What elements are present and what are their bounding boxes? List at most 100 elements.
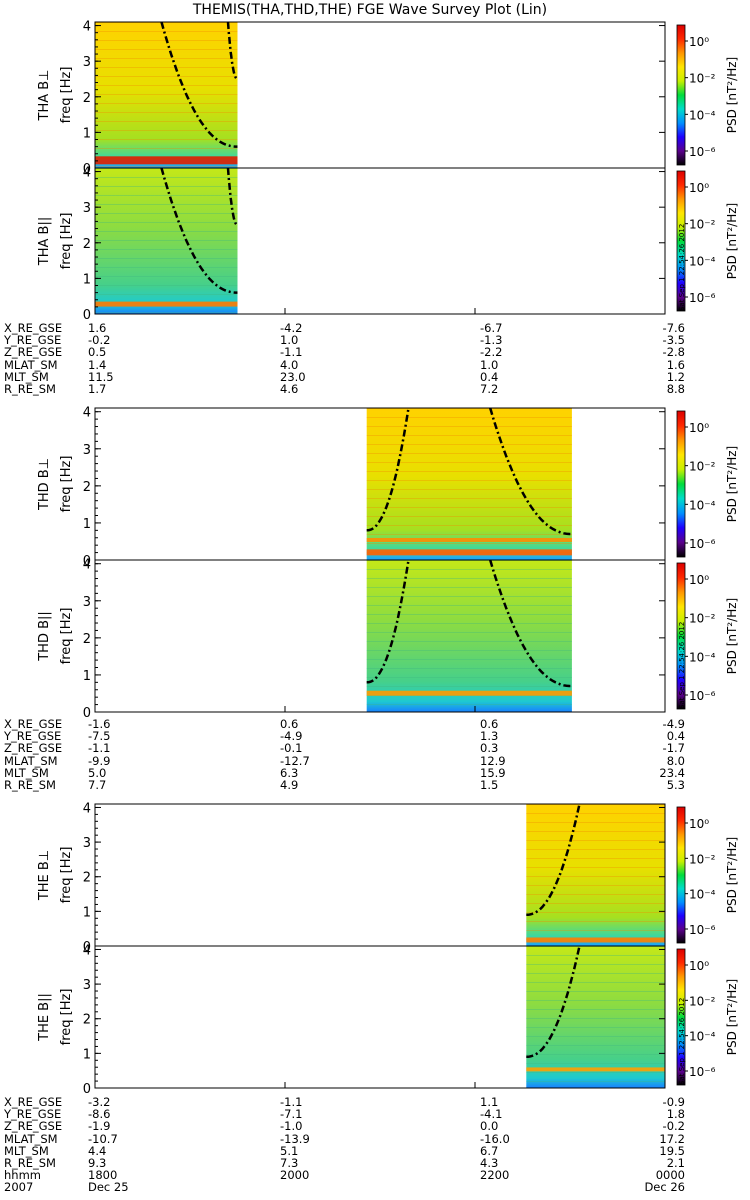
spectrogram-stripe (366, 659, 572, 660)
ephemeris-value: -4.2 (280, 321, 303, 335)
panel-4: 0 1 2 3 4 THD B|| freq [Hz] 10⁰ 10⁻² 10⁻⁴ 10⁻⁶ PSD … (37, 558, 739, 721)
spectrogram-stripe (95, 112, 238, 113)
page-title: THEMIS(THA,THD,THE) FGE Wave Survey Plot… (192, 2, 548, 18)
spectrogram-stripe (366, 525, 572, 526)
ephemeris-label: Y_RE_GSE (4, 1107, 62, 1122)
colorbar-label: PSD [nT²/Hz] (725, 57, 739, 133)
ephemeris-label: 2007 (4, 1180, 34, 1195)
ephemeris-value: -0.1 (280, 741, 303, 756)
spectrogram-stripe (95, 31, 238, 32)
y-tick-label: 0 (83, 162, 91, 177)
ephemeris-value: -7.6 (662, 321, 685, 335)
ephemeris-value: 8.0 (666, 753, 685, 768)
y-tick-label: 3 (83, 201, 91, 216)
spectrogram-stripe (95, 249, 238, 250)
ephemeris-value: 0.6 (280, 717, 299, 731)
spectrogram-stripe (366, 462, 572, 463)
ephemeris-label: R_RE_SM (4, 1156, 56, 1170)
colorbar-tick-label: 10⁰ (689, 181, 709, 195)
y-tick-label: 4 (83, 801, 91, 816)
spectrogram-stripe (526, 1081, 665, 1082)
ephemeris-value: 7.7 (88, 778, 107, 792)
y-tick-label: 4 (83, 943, 91, 958)
ephemeris-value: 0.4 (480, 369, 499, 384)
y-tick-label: 0 (83, 940, 91, 955)
gyrofrequency-line (489, 407, 572, 536)
y-tick-label: 1 (83, 669, 91, 684)
y-tick-label: 0 (83, 1082, 91, 1097)
spectrogram-stripe (526, 876, 665, 877)
spectrogram-stripe (526, 840, 665, 841)
colorbar (676, 24, 686, 166)
colorbar-tick-label: 10⁻² (689, 612, 716, 626)
freq-axis-label: freq [Hz] (59, 847, 74, 904)
gyrofrequency-line (160, 21, 238, 148)
spectrogram-stripe (526, 1009, 665, 1010)
spectrogram-stripe (366, 471, 572, 472)
ephemeris-value: 1.1 (480, 1095, 499, 1109)
spectrogram-stripe (526, 813, 665, 814)
panel-title: THD B|| (37, 611, 52, 662)
spectrogram-stripe (526, 1036, 665, 1037)
colorbar-tick-label: 10⁰ (689, 421, 709, 435)
spectrogram-stripe (95, 148, 238, 149)
ephemeris-value: -8.6 (88, 1107, 111, 1122)
spectrogram-stripe (366, 686, 572, 687)
ephemeris-value: -1.0 (280, 1119, 303, 1134)
panel-frame (94, 167, 666, 315)
gyrofrequency-line (366, 559, 410, 684)
spectrogram-stripe (95, 222, 238, 223)
colorbar-tick-label: 10⁻⁶ (689, 145, 716, 159)
spectrogram-stripe (95, 240, 238, 241)
colorbar-label: PSD [nT²/Hz] (725, 979, 739, 1055)
spectrogram-stripe (95, 49, 238, 50)
ephemeris-value: 5.3 (666, 778, 685, 792)
spectrogram-band (526, 1067, 665, 1072)
y-tick-label: 4 (83, 166, 91, 181)
spectrogram-stripe (526, 822, 665, 823)
ephemeris-label: MLAT_SM (4, 357, 58, 372)
spectrogram-stripe (366, 426, 572, 427)
ephemeris-value: 6.3 (280, 765, 299, 780)
y-tick-label: 2 (83, 237, 91, 252)
gyrofrequency-line (526, 945, 581, 1059)
ephemeris-value: 2000 (280, 1168, 310, 1183)
spectrogram-stripe (366, 507, 572, 508)
ephemeris-label: X_RE_GSE (4, 321, 63, 335)
ephemeris-label: MLT_SM (4, 1143, 49, 1158)
colorbar-tick-label: 10⁻² (689, 218, 716, 232)
panel-title: THA B|| (37, 217, 52, 266)
spectrogram-stripe (526, 894, 665, 895)
spectrogram-stripe (366, 453, 572, 454)
ephemeris-label: MLT_SM (4, 765, 49, 780)
ephemeris-value: 1.3 (480, 729, 499, 744)
spectrogram-stripe (526, 1054, 665, 1055)
ephemeris-value: 12.9 (480, 753, 506, 768)
ephemeris-value: 4.9 (280, 778, 299, 792)
panel-1: 0 1 2 3 4 THA B⊥ freq [Hz] 10⁰ 10⁻² 10⁻⁴ 10⁻⁶ PSD [… (37, 20, 739, 177)
freq-axis-label: freq [Hz] (59, 213, 74, 270)
ephemeris-label: hhmm (4, 1168, 41, 1183)
timestamp-stamp: Sat Sep 1 22:54:26 2012 (678, 622, 686, 709)
spectrogram-stripe (95, 231, 238, 232)
ephemeris-value: -1.9 (88, 1119, 111, 1134)
ephemeris-value: 0.0 (480, 1119, 499, 1134)
ephemeris-value: 1.4 (88, 357, 107, 372)
spectrogram-block (95, 168, 238, 314)
colorbar-tick-label: 10⁻² (689, 460, 716, 474)
spectrogram-stripe (95, 285, 238, 286)
colorbar-label: PSD [nT²/Hz] (725, 203, 739, 279)
ephemeris-value: -2.8 (662, 345, 685, 360)
ephemeris-value: 8.8 (666, 382, 685, 396)
y-tick-label: 0 (83, 308, 91, 323)
ephemeris-value: -12.7 (280, 753, 310, 768)
ephemeris-value: -0.9 (662, 1095, 685, 1109)
spectrogram-stripe (366, 480, 572, 481)
colorbar (676, 562, 686, 710)
ephemeris-value: Dec 26 (644, 1180, 685, 1195)
colorbar-tick-label: 10⁰ (689, 573, 709, 587)
ephemeris-value: 6.7 (480, 1143, 499, 1158)
spectrogram-stripe (526, 903, 665, 904)
spectrogram-stripe (95, 67, 238, 68)
